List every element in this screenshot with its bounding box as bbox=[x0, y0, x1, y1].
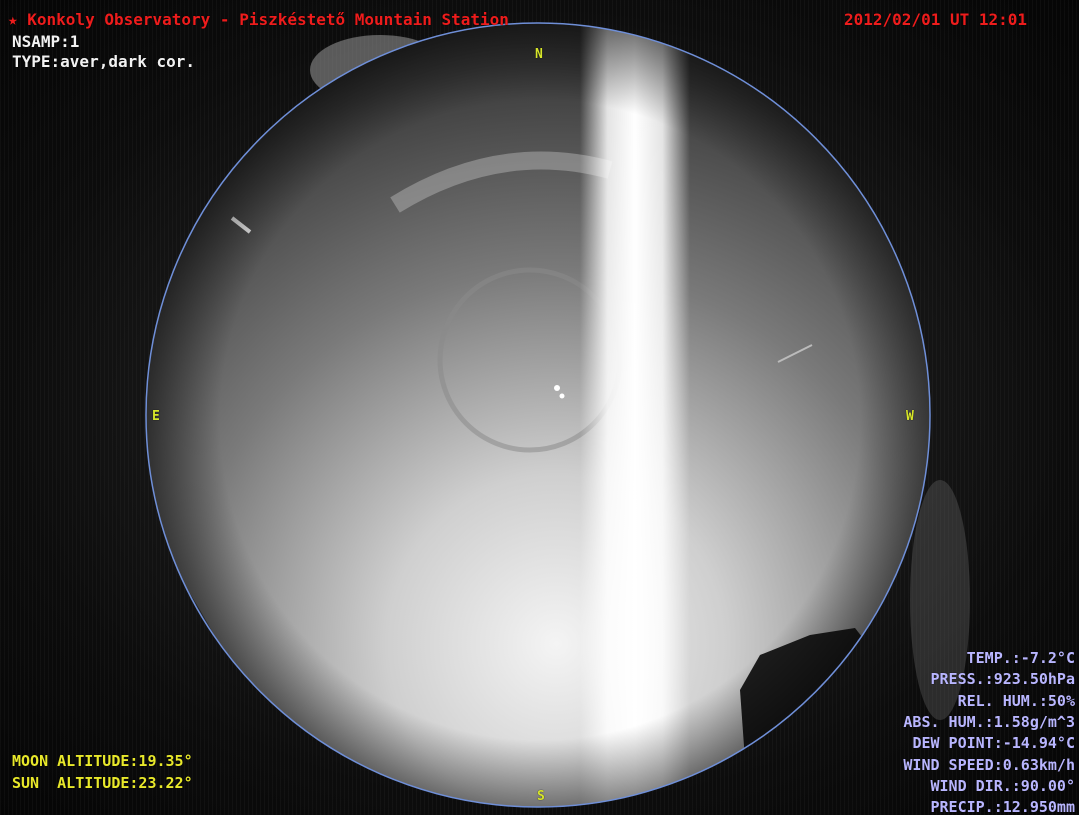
compass-west: W bbox=[906, 409, 914, 424]
compass-north: N bbox=[535, 47, 543, 62]
horizon-circle bbox=[145, 22, 931, 808]
pressure-readout: PRESS.:923.50hPa bbox=[930, 670, 1076, 689]
wind-direction-readout: WIND DIR.:90.00° bbox=[930, 776, 1076, 795]
compass-south: S bbox=[537, 789, 545, 804]
nsamp-label: NSAMP:1 bbox=[12, 32, 80, 51]
temperature-readout: TEMP.:-7.2°C bbox=[966, 649, 1075, 668]
wind-speed-readout: WIND SPEED:0.63km/h bbox=[903, 755, 1075, 774]
weather-panel: TEMP.:-7.2°C PRESS.:923.50hPa REL. HUM.:… bbox=[903, 648, 1075, 815]
type-label: TYPE:aver,dark cor. bbox=[12, 52, 196, 71]
housing-reflection bbox=[910, 480, 970, 720]
dew-point-readout: DEW POINT:-14.94°C bbox=[912, 734, 1075, 753]
compass-east: E bbox=[152, 409, 160, 424]
sun-altitude: SUN ALTITUDE:23.22° bbox=[12, 774, 193, 792]
absolute-humidity-readout: ABS. HUM.:1.58g/m^3 bbox=[903, 713, 1075, 732]
moon-altitude: MOON ALTITUDE:19.35° bbox=[12, 752, 193, 770]
precipitation-readout: PRECIP.:12.950mm bbox=[930, 798, 1076, 815]
relative-humidity-readout: REL. HUM.:50% bbox=[957, 691, 1075, 710]
station-title: ★ Konkoly Observatory - Piszkéstető Moun… bbox=[8, 10, 509, 29]
utc-timestamp: 2012/02/01 UT 12:01 bbox=[844, 10, 1028, 29]
